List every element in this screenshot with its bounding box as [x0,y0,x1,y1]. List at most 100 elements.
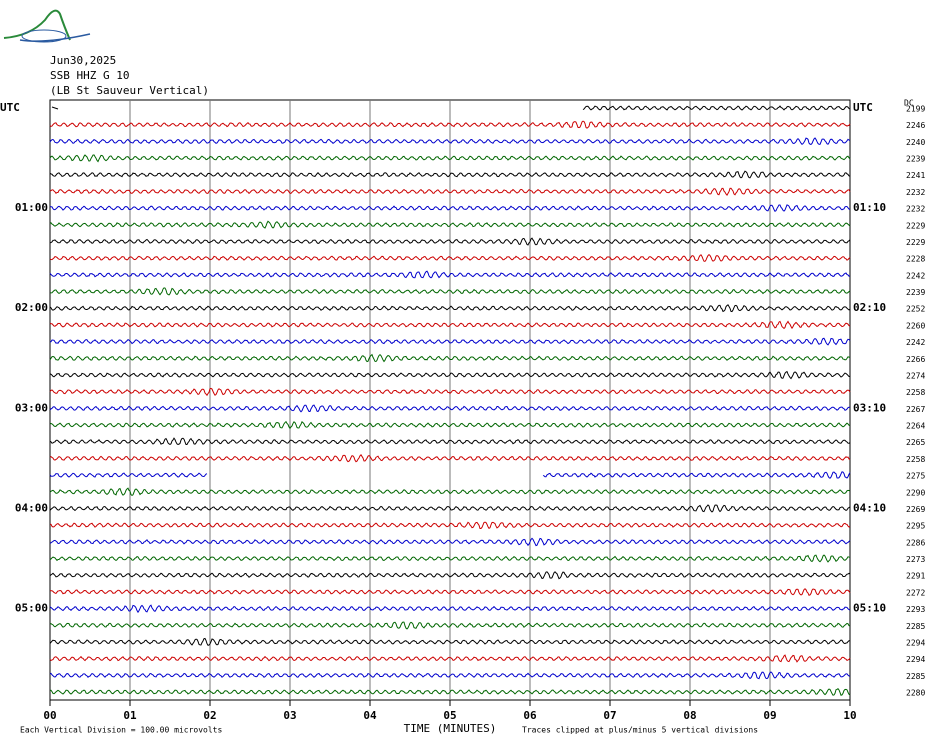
trace [49,654,851,663]
clip-note: Traces clipped at plus/minus 5 vertical … [522,726,758,735]
dc-value: 2239 [906,288,925,297]
dc-value: 2252 [906,305,925,314]
dc-value: 2269 [906,505,925,514]
date: Jun30,2025 [50,54,116,67]
trace [49,671,851,680]
x-tick-label: 05 [443,709,456,722]
dc-value: 2258 [906,388,925,397]
dc-header: DC [904,99,914,108]
x-axis-title: TIME (MINUTES) [404,722,497,735]
trace [49,454,851,463]
x-tick-label: 07 [603,709,616,722]
x-tick-label: 02 [203,709,216,722]
dc-value: 2228 [906,255,925,264]
trace [582,105,851,111]
x-tick-label: 10 [843,709,856,722]
dc-value: 2266 [906,355,925,364]
dc-value: 2229 [906,238,925,247]
right-time-label: 05:10 [853,602,886,615]
left-time-label: 04:00 [15,501,48,514]
trace [49,554,851,563]
trace [49,487,851,496]
trace [49,370,851,380]
location: (LB St Sauveur Vertical) [50,84,209,97]
trace [49,537,851,547]
trace [49,387,851,397]
dc-value: 2294 [906,638,925,647]
dc-value: 2240 [906,138,925,147]
trace [49,504,851,513]
trace [49,237,851,246]
dc-value: 2285 [906,672,925,681]
dc-value: 2280 [906,689,925,698]
trace [49,604,851,614]
dc-value: 2232 [906,205,925,214]
dc-value: 2286 [906,538,925,547]
trace [49,687,851,696]
trace [49,320,851,330]
trace [49,170,851,179]
trace [49,120,851,129]
right-time-label: 04:10 [853,501,886,514]
left-time-label: 01:00 [15,201,48,214]
dc-value: 2241 [906,171,925,180]
dc-value: 2199 [906,105,925,114]
dc-value: 2242 [906,271,925,280]
trace [49,187,851,196]
dc-value: 2260 [906,321,925,330]
left-time-label: 02:00 [15,301,48,314]
right-time-label: 03:10 [853,401,886,414]
trace [49,137,851,145]
right-time-label: 02:10 [853,301,886,314]
start-mark [51,106,59,110]
trace [49,437,851,446]
dc-value: 2229 [906,221,925,230]
x-tick-label: 01 [123,709,137,722]
dc-value: 2273 [906,555,925,564]
dc-value: 2265 [906,438,925,447]
trace [49,472,208,478]
dc-value: 2285 [906,622,925,631]
logo [3,9,91,43]
trace [49,571,851,580]
dc-value: 2242 [906,338,925,347]
trace [49,621,851,630]
trace [49,353,851,363]
dc-value: 2290 [906,488,925,497]
dc-value: 2232 [906,188,925,197]
x-tick-label: 03 [283,709,296,722]
dc-value: 2272 [906,588,925,597]
left-time-label: UTC [0,101,20,114]
dc-value: 2239 [906,155,925,164]
x-tick-label: 06 [523,709,537,722]
right-time-label: 01:10 [853,201,886,214]
trace [49,254,851,262]
x-tick-label: 04 [363,709,377,722]
right-time-label: UTC [853,101,873,114]
dc-value: 2275 [906,472,925,481]
dc-value: 2293 [906,605,925,614]
trace [49,270,851,279]
dc-value: 2258 [906,455,925,464]
station: SSB HHZ G 10 [50,69,129,82]
dc-value: 2246 [906,121,925,130]
left-time-label: 03:00 [15,401,48,414]
trace [49,220,851,229]
trace [49,337,851,346]
trace [49,154,851,163]
dc-value: 2291 [906,572,925,581]
scale-note: Each Vertical Division = 100.00 microvol… [20,726,222,735]
dc-value: 2264 [906,422,925,431]
dc-value: 2267 [906,405,925,414]
trace [49,204,851,212]
x-tick-label: 09 [763,709,776,722]
trace [49,588,851,596]
dc-value: 2274 [906,371,925,380]
left-time-label: 05:00 [15,602,48,615]
trace [49,521,851,530]
trace [49,420,851,430]
trace [542,471,851,479]
x-tick-label: 00 [43,709,56,722]
trace [49,637,851,646]
